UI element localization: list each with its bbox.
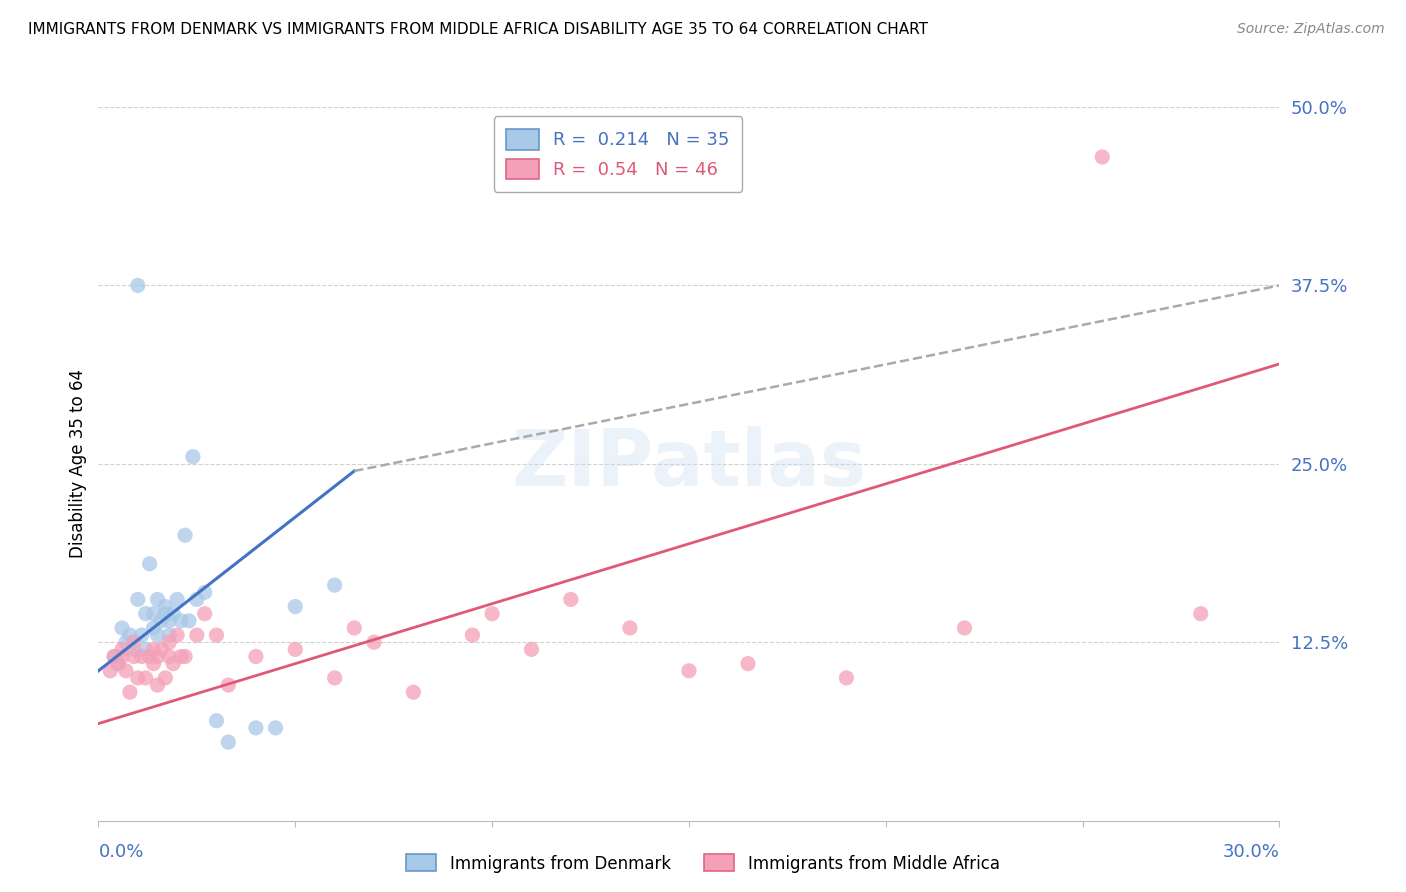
Point [166, 628, 188, 642]
Point [174, 528, 197, 542]
Point [194, 607, 217, 621]
Point [131, 628, 153, 642]
Point [146, 592, 169, 607]
Point [402, 685, 425, 699]
Point [245, 649, 267, 664]
Y-axis label: Disability Age 35 to 64: Disability Age 35 to 64 [69, 369, 87, 558]
Point [135, 671, 157, 685]
Point [170, 649, 193, 664]
Point [111, 642, 134, 657]
Text: Source: ZipAtlas.com: Source: ZipAtlas.com [1237, 22, 1385, 37]
Point [107, 657, 129, 671]
Point [363, 635, 385, 649]
Point [177, 614, 200, 628]
Point [122, 649, 145, 664]
Point [170, 614, 193, 628]
Point [323, 671, 346, 685]
Point [155, 599, 177, 614]
Point [122, 642, 145, 657]
Point [122, 635, 145, 649]
Point [138, 649, 160, 664]
Point [205, 714, 228, 728]
Point [150, 642, 173, 657]
Point [111, 621, 134, 635]
Point [127, 671, 149, 685]
Point [217, 735, 239, 749]
Point [953, 621, 976, 635]
Point [205, 628, 228, 642]
Point [1091, 150, 1114, 164]
Point [737, 657, 759, 671]
Point [142, 657, 165, 671]
Point [103, 649, 125, 664]
Point [118, 685, 141, 699]
Point [520, 642, 543, 657]
Point [284, 642, 307, 657]
Legend: R =  0.214   N = 35, R =  0.54   N = 46: R = 0.214 N = 35, R = 0.54 N = 46 [494, 116, 742, 192]
Point [461, 628, 484, 642]
Point [619, 621, 641, 635]
Point [284, 599, 307, 614]
Point [127, 278, 149, 293]
Point [186, 592, 208, 607]
Point [146, 628, 169, 642]
Point [157, 628, 180, 642]
Point [162, 657, 184, 671]
Point [166, 592, 188, 607]
Point [115, 664, 138, 678]
Point [560, 592, 582, 607]
Point [174, 649, 197, 664]
Point [138, 557, 160, 571]
Point [157, 649, 180, 664]
Point [98, 664, 121, 678]
Point [155, 607, 177, 621]
Point [264, 721, 287, 735]
Point [157, 635, 180, 649]
Text: IMMIGRANTS FROM DENMARK VS IMMIGRANTS FROM MIDDLE AFRICA DISABILITY AGE 35 TO 64: IMMIGRANTS FROM DENMARK VS IMMIGRANTS FR… [28, 22, 928, 37]
Point [135, 607, 157, 621]
Point [678, 664, 700, 678]
Text: 30.0%: 30.0% [1223, 843, 1279, 861]
Point [111, 649, 134, 664]
Text: ZIPatlas: ZIPatlas [512, 425, 866, 502]
Point [131, 649, 153, 664]
Point [115, 635, 138, 649]
Point [150, 614, 173, 628]
Point [107, 657, 129, 671]
Point [1189, 607, 1212, 621]
Point [835, 671, 858, 685]
Point [142, 642, 165, 657]
Point [118, 628, 141, 642]
Point [245, 721, 267, 735]
Point [157, 614, 180, 628]
Point [217, 678, 239, 692]
Point [146, 649, 169, 664]
Point [186, 628, 208, 642]
Text: 0.0%: 0.0% [98, 843, 143, 861]
Point [181, 450, 204, 464]
Point [103, 649, 125, 664]
Point [481, 607, 503, 621]
Point [146, 678, 169, 692]
Point [142, 607, 165, 621]
Point [135, 642, 157, 657]
Point [323, 578, 346, 592]
Point [194, 585, 217, 599]
Legend: Immigrants from Denmark, Immigrants from Middle Africa: Immigrants from Denmark, Immigrants from… [399, 847, 1007, 880]
Point [142, 621, 165, 635]
Point [343, 621, 366, 635]
Point [127, 592, 149, 607]
Point [155, 671, 177, 685]
Point [162, 607, 184, 621]
